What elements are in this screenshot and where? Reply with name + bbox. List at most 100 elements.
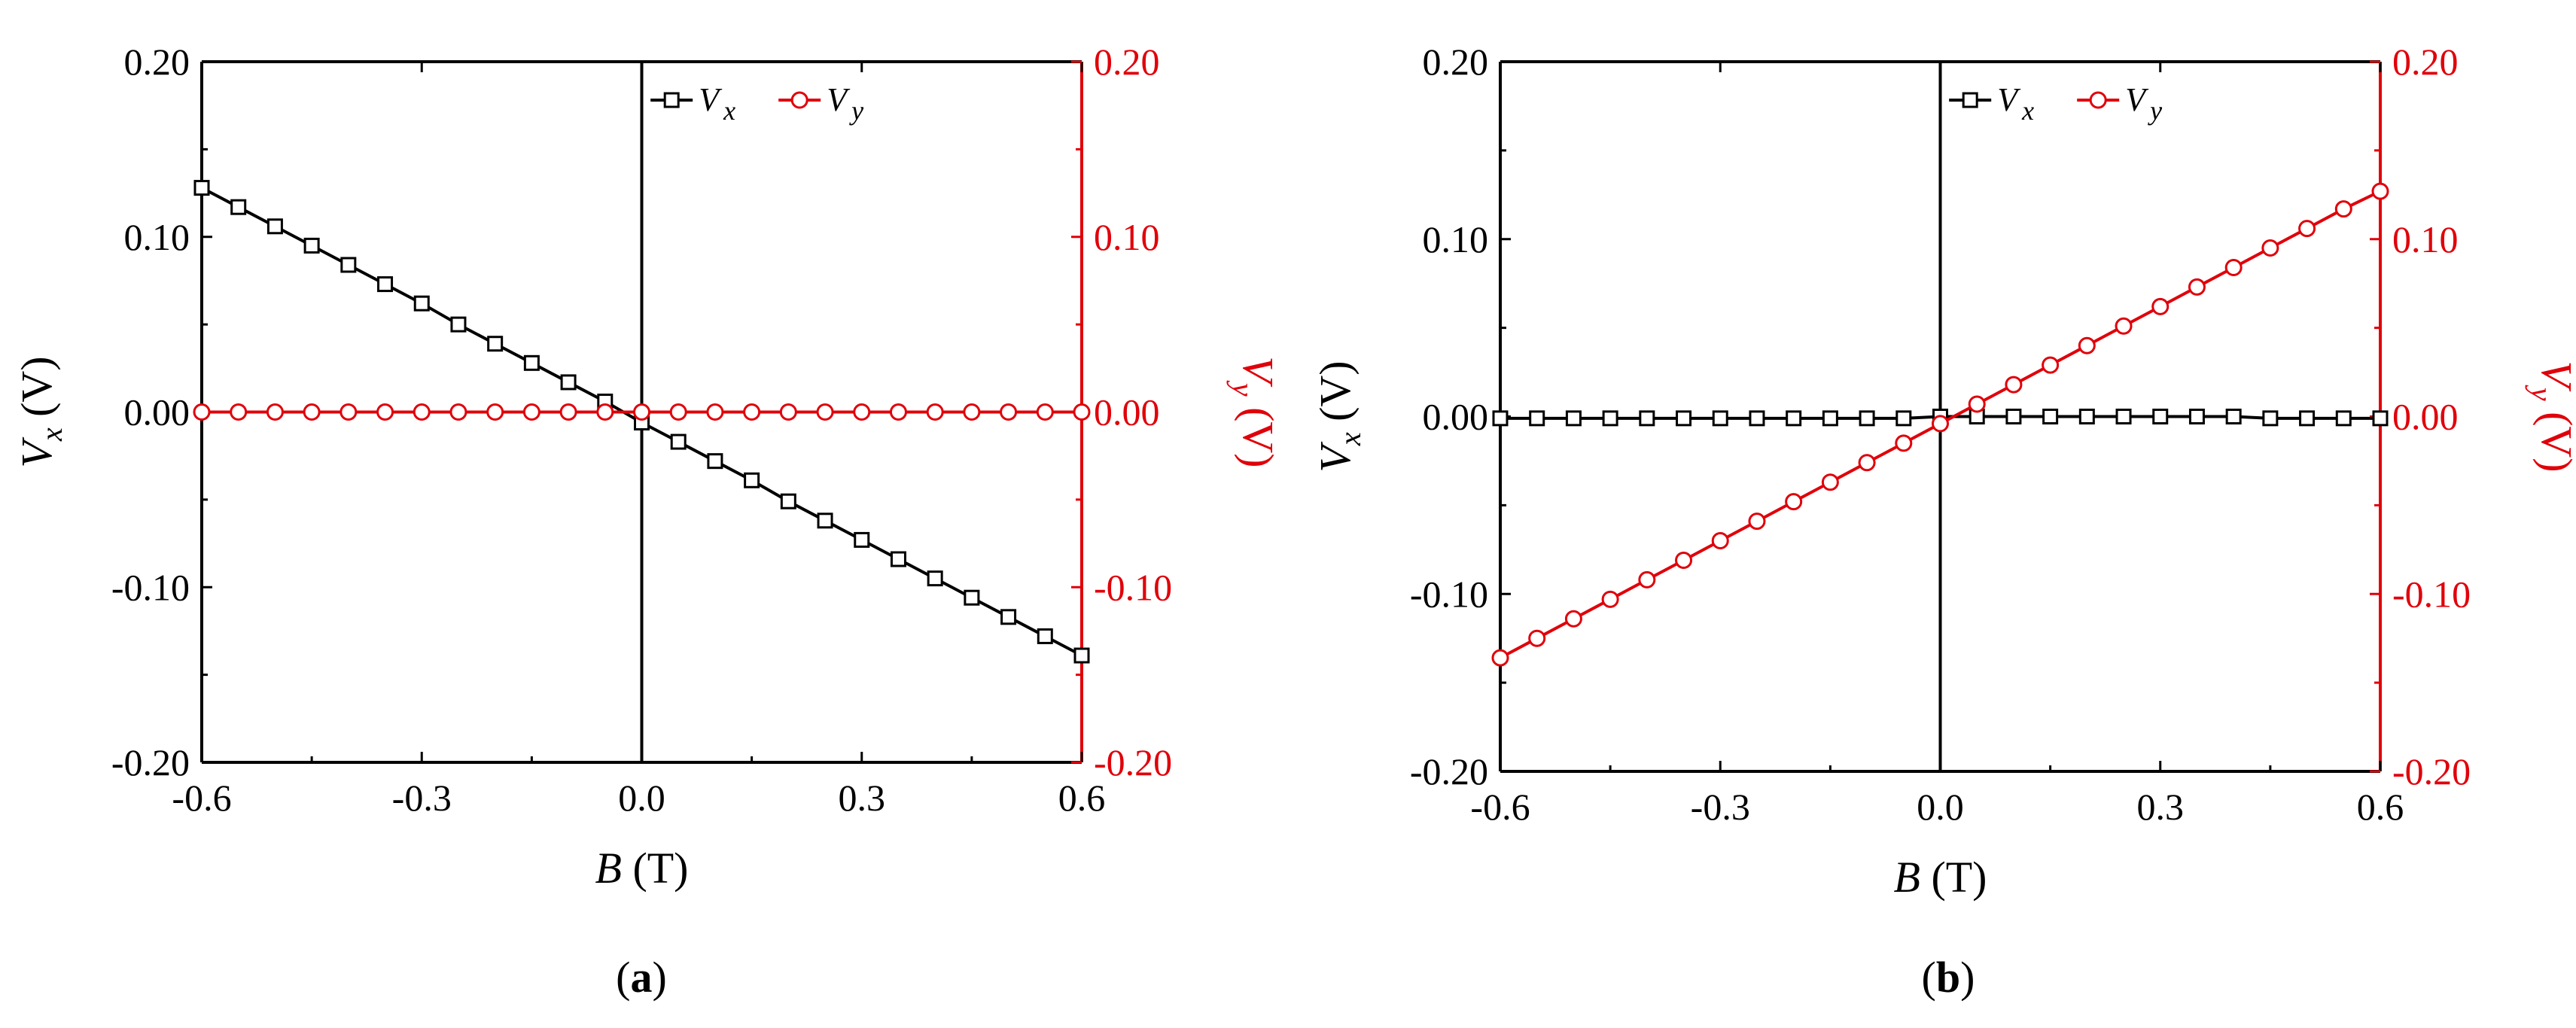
data-point-Vy	[1968, 395, 1986, 413]
data-point-Vx	[1037, 628, 1053, 644]
data-point-Vx	[1602, 410, 1618, 427]
data-point-Vx	[2152, 409, 2169, 424]
legend-marker-Vx	[663, 92, 680, 108]
data-point-Vy	[376, 403, 394, 421]
data-point-Vy	[266, 403, 284, 421]
data-point-Vx	[1859, 410, 1875, 427]
x-axis-var: B	[1894, 853, 1920, 902]
x-tick-label: -0.6	[1470, 786, 1530, 828]
data-point-Vx	[927, 570, 943, 587]
y-right-tick-label: 0.10	[2392, 218, 2459, 260]
y-left-axis-var: V	[12, 436, 61, 468]
x-axis-var: B	[595, 844, 622, 893]
data-point-Vy	[1491, 649, 1509, 667]
y-left-axis-unit: (V)	[12, 356, 61, 427]
caption-letter: b	[1936, 953, 1960, 1002]
y-right-tick-label: -0.10	[2392, 573, 2471, 615]
data-point-Vy	[633, 403, 650, 421]
data-point-Vy	[706, 403, 724, 421]
y-right-axis-label: Vy (V)	[2525, 360, 2576, 472]
data-point-Vy	[1858, 454, 1876, 472]
data-point-Vy	[1785, 493, 1803, 511]
data-point-Vy	[743, 403, 761, 421]
data-point-Vy	[889, 403, 907, 421]
legend-subscript: y	[2148, 96, 2162, 126]
data-point-Vy	[2042, 356, 2060, 374]
data-point-Vx	[1073, 647, 1090, 664]
data-point-Vy	[2078, 336, 2096, 354]
y-right-tick-label: -0.20	[2392, 750, 2471, 792]
data-point-Vx	[2078, 409, 2095, 424]
data-point-Vy	[1748, 512, 1766, 531]
data-point-Vy	[340, 403, 358, 421]
data-point-Vx	[670, 433, 687, 450]
legend-subscript: x	[723, 96, 735, 126]
data-point-Vx	[266, 218, 283, 235]
y-right-axis-unit: (V)	[1234, 397, 1283, 468]
data-point-Vx	[707, 453, 723, 470]
x-tick-label: 0.3	[839, 777, 886, 819]
data-point-Vy	[1000, 403, 1018, 421]
y-right-axis-unit: (V)	[2532, 401, 2576, 473]
data-point-Vx	[487, 336, 504, 352]
data-point-Vy	[2005, 376, 2023, 394]
y-left-tick-label: -0.10	[1410, 573, 1488, 615]
data-point-Vx	[780, 493, 796, 509]
data-point-Vx	[2372, 410, 2389, 427]
y-right-axis-var: V	[1234, 356, 1283, 388]
data-point-Vy	[230, 403, 248, 421]
y-left-tick-label: -0.20	[1410, 750, 1488, 792]
data-point-Vx	[523, 354, 540, 371]
y-left-axis-unit: (V)	[1311, 360, 1360, 432]
data-point-Vy	[1895, 434, 1913, 452]
x-tick-label: 0.0	[1917, 786, 1964, 828]
y-left-axis-subscript: x	[35, 427, 69, 442]
chart-panel-b: -0.6 -0.3 0.0 0.3 0.6-0.20 -0.20-0.10 -0.100.0…	[1311, 41, 2576, 1002]
data-point-Vy	[1564, 610, 1582, 628]
x-tick-label: 0.6	[2357, 786, 2404, 828]
data-point-Vx	[2188, 409, 2205, 424]
y-left-tick-label: 0.20	[124, 41, 190, 83]
y-left-axis-label: Vx (V)	[1311, 360, 1367, 472]
data-point-Vx	[1639, 410, 1655, 427]
x-axis-label: B (T)	[1894, 853, 1987, 902]
y-left-axis-label: Vx (V)	[12, 356, 69, 467]
data-point-Vx	[450, 316, 467, 333]
data-point-Vx	[230, 199, 247, 215]
data-point-Vx	[2042, 409, 2059, 424]
panel-caption: (a)	[616, 953, 667, 1002]
legend-subscript: y	[849, 96, 863, 126]
data-point-Vy	[1528, 629, 1546, 647]
data-point-Vy	[449, 403, 467, 421]
caption-paren-close: )	[1960, 953, 1975, 1002]
data-point-Vx	[890, 551, 906, 567]
data-point-Vx	[413, 295, 430, 312]
data-point-Vx	[1822, 410, 1838, 427]
legend-var: V	[699, 81, 723, 118]
data-point-Vy	[2115, 317, 2133, 335]
y-left-tick-label: 0.00	[1423, 396, 1489, 438]
data-point-Vx	[560, 374, 577, 391]
y-left-tick-label: 0.10	[1423, 218, 1489, 260]
data-point-Vx	[1749, 410, 1765, 427]
data-point-Vy	[2261, 239, 2279, 257]
legend-marker-Vy	[2089, 91, 2107, 109]
data-point-Vy	[2188, 278, 2206, 296]
y-left-tick-label: 0.20	[1423, 41, 1489, 83]
data-point-Vx	[744, 472, 760, 488]
y-left-tick-label: -0.10	[111, 566, 190, 608]
data-point-Vy	[2371, 182, 2389, 200]
data-point-Vy	[596, 403, 614, 421]
data-point-Vx	[2225, 409, 2242, 424]
y-right-tick-label: -0.20	[1094, 741, 1172, 783]
data-point-Vy	[1073, 403, 1091, 421]
data-point-Vy	[486, 403, 504, 421]
data-point-Vy	[1711, 532, 1729, 550]
caption-paren-close: )	[653, 953, 667, 1002]
x-axis-unit: (T)	[622, 844, 689, 893]
data-point-Vy	[926, 403, 944, 421]
data-point-Vy	[1821, 473, 1839, 491]
data-point-Vx	[2335, 410, 2352, 427]
